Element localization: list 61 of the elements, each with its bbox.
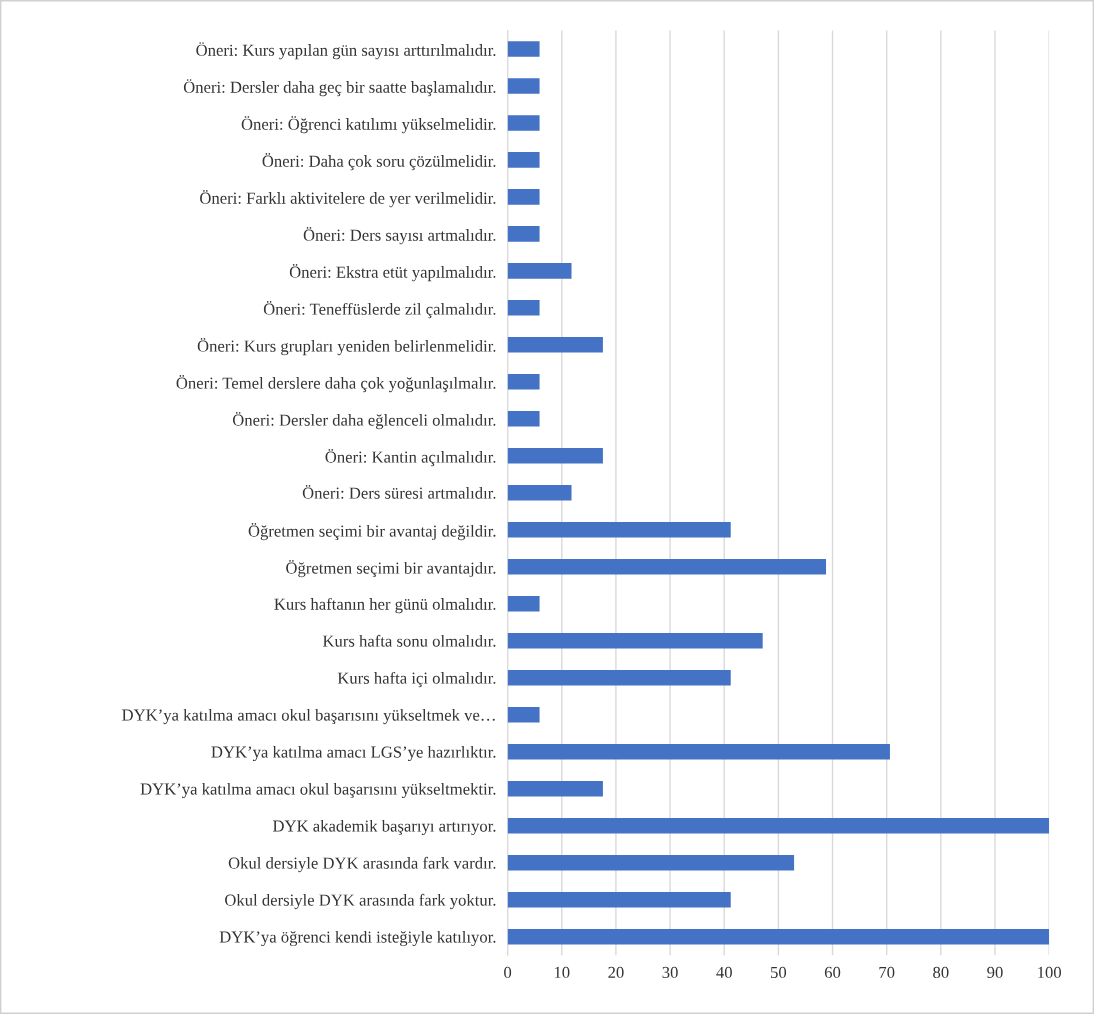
bar: [507, 559, 827, 575]
x-tick-label: 100: [1038, 966, 1062, 979]
bar: [507, 669, 731, 686]
y-tick-label: Kurs hafta sonu olmalıdır.: [322, 634, 496, 647]
x-tick-label: 30: [662, 966, 678, 979]
bar: [507, 780, 603, 797]
bar: [507, 854, 795, 871]
bar: [507, 928, 1050, 945]
bar: [507, 189, 540, 205]
bar: [507, 485, 572, 501]
y-tick-label: Öğretmen seçimi bir avantajdır.: [286, 560, 496, 578]
bar: [507, 522, 731, 538]
bar: [507, 115, 540, 131]
x-tick-label: 50: [771, 966, 787, 979]
x-tick-label: 60: [824, 966, 841, 979]
y-tick-label: Öneri: Farklı aktivitelere de yer verilmelidir.: [200, 190, 496, 208]
bar: [507, 337, 603, 353]
y-tick-label: Öneri: Kantin açılmalıdır.: [325, 449, 496, 467]
bar: [507, 596, 540, 612]
y-tick-label: DYK’ya katılma amacı okul başarısını yükseltmektir.: [140, 782, 496, 799]
y-tick-label: Öneri: Teneffüslerde zil çalmalıdır.: [263, 301, 496, 319]
x-tick-label: 90: [987, 966, 1003, 979]
bar: [507, 152, 540, 168]
y-tick-label: Öneri: Dersler daha eğlenceli olmalıdır.: [232, 412, 496, 430]
y-tick-label: Öğretmen seçimi bir avantaj değildir.: [248, 523, 496, 541]
bar: [507, 706, 540, 723]
bar: [507, 41, 540, 57]
x-tick-label: 0: [504, 966, 512, 979]
bar: [507, 374, 540, 390]
y-tick-label: DYK’ya katılma amacı okul başarısını yükseltmek ve…: [122, 708, 495, 725]
y-tick-label: Öneri: Ekstra etüt yapılmalıdır.: [289, 264, 496, 282]
y-tick-label: Okul dersiyle DYK arasında fark vardır.: [228, 856, 496, 873]
x-tick-label: 10: [554, 966, 570, 979]
y-tick-label: Öneri: Ders sayısı artmalıdır.: [303, 227, 496, 245]
y-tick-label: Kurs haftanın her günü olmalıdır.: [274, 597, 496, 614]
y-tick-label: Kurs hafta içi olmalıdır.: [337, 671, 496, 688]
x-tick-label: 80: [933, 966, 949, 979]
bar: [507, 891, 731, 908]
bar: [507, 743, 890, 760]
y-tick-label: Öneri: Öğrenci katılımı yükselmelidir.: [241, 116, 496, 134]
bar: [507, 263, 572, 279]
x-tick-label: 40: [716, 966, 732, 979]
bar: [507, 817, 1050, 834]
bar: [507, 78, 540, 94]
bar: [507, 633, 763, 649]
y-tick-label: Öneri: Dersler daha geç bir saatte başlamalıdır.: [183, 79, 496, 97]
x-tick-label: 70: [879, 966, 895, 979]
bar: [507, 226, 540, 242]
y-tick-label: Öneri: Kurs grupları yeniden belirlenmelidir.: [197, 338, 496, 356]
y-tick-label: Öneri: Temel derslere daha çok yoğunlaşılmalır.: [176, 375, 496, 393]
y-tick-label: Öneri: Kurs yapılan gün sayısı arttırılmalıdır.: [196, 42, 496, 60]
y-tick-label: Okul dersiyle DYK arasında fark yoktur.: [225, 893, 496, 910]
y-tick-label: DYK’ya katılma amacı LGS’ye hazırlıktır.: [211, 745, 496, 762]
y-tick-label: Öneri: Ders süresi artmalıdır.: [302, 485, 496, 499]
bar: [507, 411, 540, 427]
bar: [507, 448, 603, 464]
bar: [507, 300, 540, 316]
y-tick-label: DYK akademik başarıyı artırıyor.: [272, 819, 496, 836]
x-tick-label: 20: [608, 966, 624, 979]
y-tick-label: Öneri: Daha çok soru çözülmelidir.: [262, 153, 496, 171]
y-tick-label: DYK’ya öğrenci kendi isteğiyle katılıyor.: [219, 930, 496, 947]
